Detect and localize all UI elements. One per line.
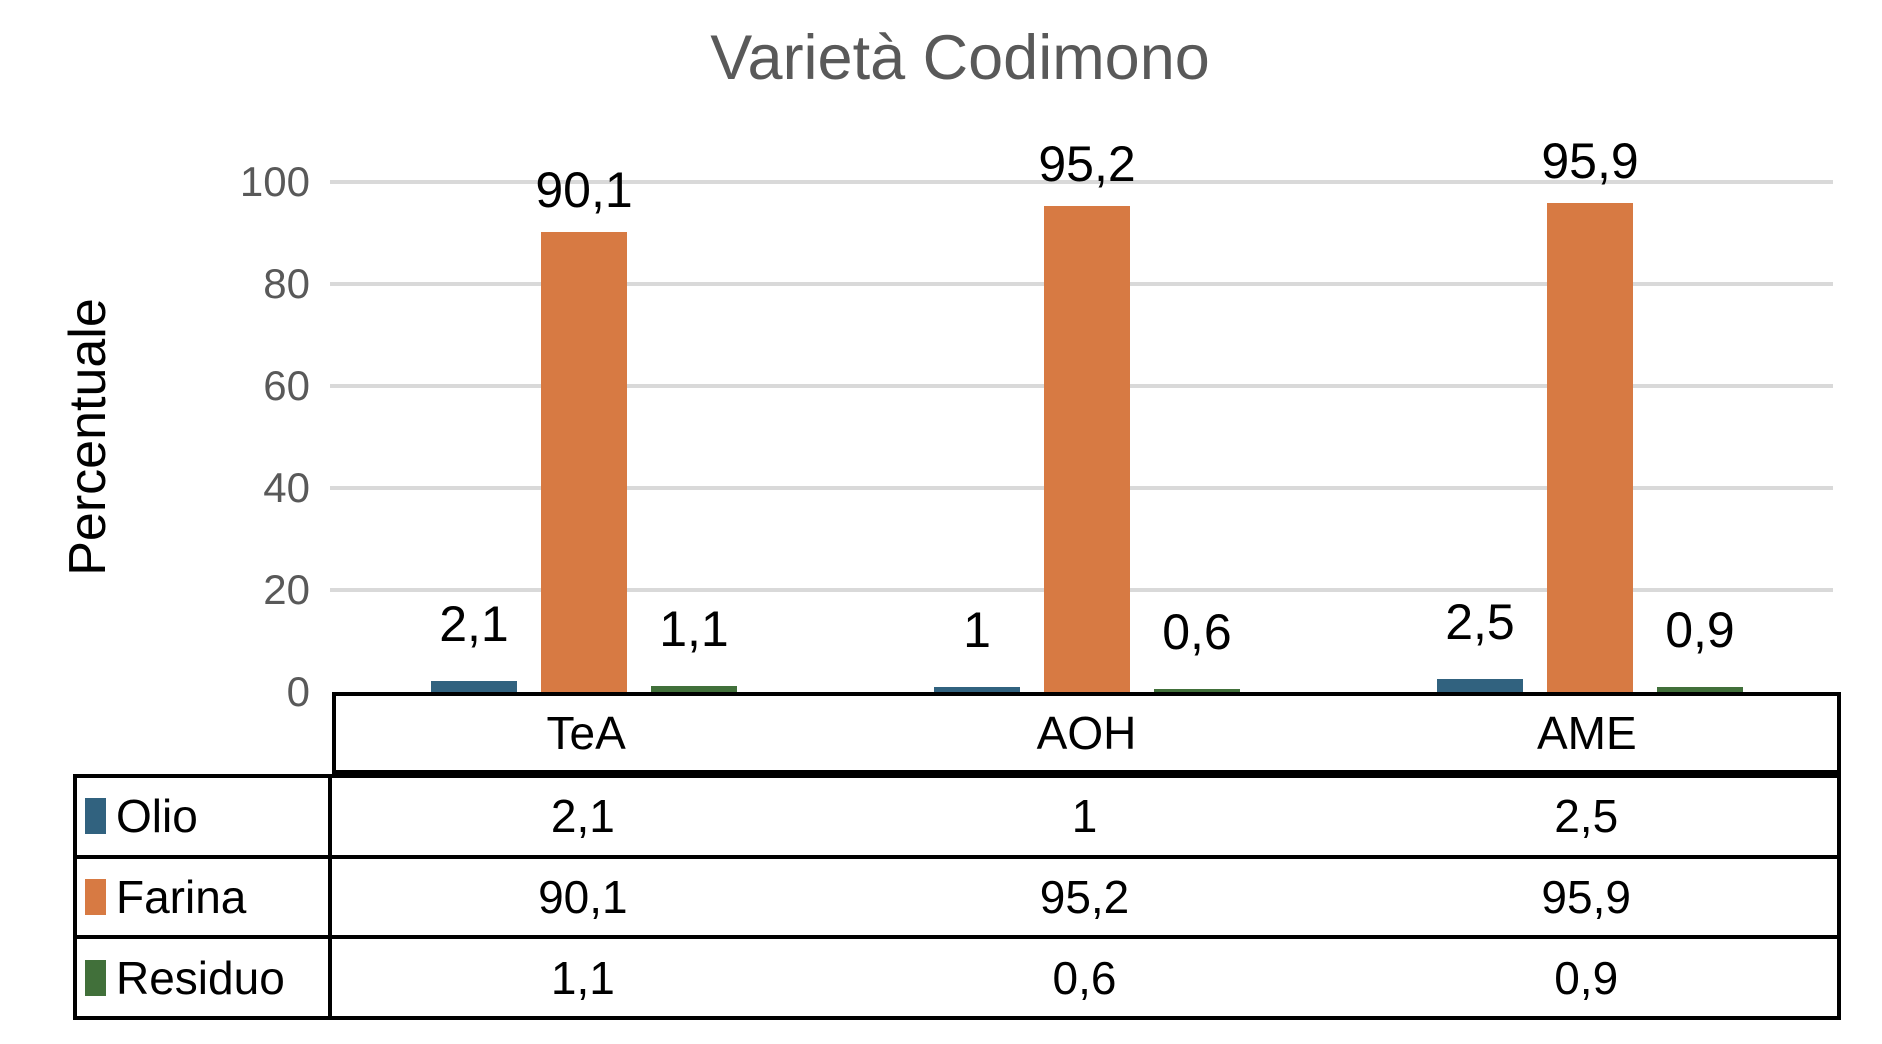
data-table: Olio 2,1 1 2,5 Farina 90,1 95,2 95,9 Residuo 1,1 0… [73,774,1841,1020]
value-label-farina-ame: 95,9 [1541,133,1639,189]
value-label-olio-ame: 2,5 [1445,594,1515,650]
legend-label-residuo: Residuo [116,951,285,1004]
legend-key-olio-icon [85,798,106,835]
table-cell-olio-tea: 2,1 [550,790,615,843]
gridline [330,180,1833,184]
legend-label-farina: Farina [116,871,247,923]
y-tick-label: 20 [263,566,310,613]
category-header-tea: TeA [546,707,626,759]
legend-cell-residuo: Residuo [77,939,332,1017]
bar-olio-aoh [934,687,1020,692]
legend-key-residuo-icon [85,959,106,996]
table-cell-residuo-tea: 1,1 [550,951,615,1004]
bar-olio-ame [1437,679,1523,692]
table-cell-farina-tea: 90,1 [538,871,628,923]
table-cell-farina-aoh: 95,2 [1039,871,1130,923]
y-axis-title: Percentuale [59,298,117,576]
category-header-aoh: AOH [1036,707,1137,759]
y-tick-label: 0 [286,668,310,715]
table-cell-olio-ame: 2,5 [1554,790,1619,843]
table-cell-olio-aoh: 1 [1071,790,1098,843]
table-row-farina: Farina 90,1 95,2 95,9 [77,854,1837,936]
table-row-olio: Olio 2,1 1 2,5 [77,778,1837,855]
table-cell-residuo-ame: 0,9 [1554,951,1619,1004]
category-header-ame: AME [1536,707,1637,759]
legend-cell-farina: Farina [77,858,332,936]
value-label-farina-tea: 90,1 [535,162,633,218]
value-label-residuo-ame: 0,9 [1665,602,1735,658]
bar-residuo-tea [651,686,737,692]
bar-residuo-aoh [1154,689,1240,692]
y-tick-label: 40 [263,464,310,511]
value-label-farina-aoh: 95,2 [1038,136,1136,192]
table-cell-farina-ame: 95,9 [1541,871,1631,923]
y-tick-label: 100 [239,158,310,205]
chart-title: Varietà Codimono [710,23,1210,93]
y-tick-label: 60 [263,362,310,409]
bar-farina-ame [1547,203,1633,692]
bar-farina-aoh [1044,206,1130,692]
legend-label-olio: Olio [116,790,198,843]
value-label-residuo-tea: 1,1 [659,601,729,657]
table-row-residuo: Residuo 1,1 0,6 0,9 [77,935,1837,1017]
legend-cell-olio: Olio [77,778,332,855]
bar-farina-tea [541,232,627,692]
legend-key-farina-icon [85,879,106,915]
bar-residuo-ame [1657,687,1743,692]
table-cell-residuo-aoh: 0,6 [1052,951,1117,1004]
category-header-row: TeA AOH AME [332,692,1841,774]
value-label-olio-aoh: 1 [963,602,991,658]
y-tick-label: 80 [263,260,310,307]
value-label-residuo-aoh: 0,6 [1162,604,1232,660]
bar-olio-tea [431,681,517,692]
value-label-olio-tea: 2,1 [439,596,509,652]
